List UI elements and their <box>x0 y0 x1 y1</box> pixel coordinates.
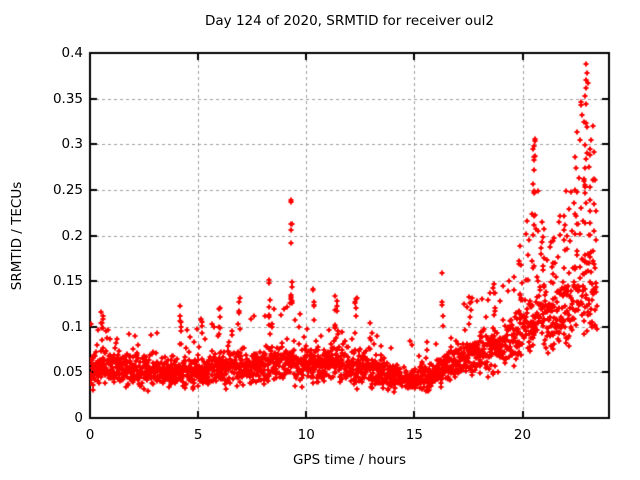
y-tick-label: 0.3 <box>61 136 83 153</box>
y-tick-label: 0.35 <box>52 90 83 107</box>
x-tick-label: 15 <box>405 427 423 443</box>
x-tick-label: 5 <box>193 427 203 443</box>
x-tick-label: 10 <box>297 427 315 443</box>
x-axis-label: GPS time / hours <box>292 452 407 468</box>
x-tick-label: 0 <box>85 427 95 443</box>
y-tick-label: 0.25 <box>52 181 83 198</box>
chart-title: Day 124 of 2020, SRMTID for receiver oul… <box>205 13 494 29</box>
y-tick-label: 0.2 <box>61 227 83 244</box>
x-tick-label: 20 <box>513 427 532 443</box>
y-tick-label: 0.4 <box>61 45 83 61</box>
y-tick-label: 0.1 <box>61 318 83 335</box>
y-tick-label: 0 <box>74 410 83 426</box>
y-tick-label: 0.05 <box>52 364 83 381</box>
y-tick-label: 0.15 <box>52 273 83 290</box>
